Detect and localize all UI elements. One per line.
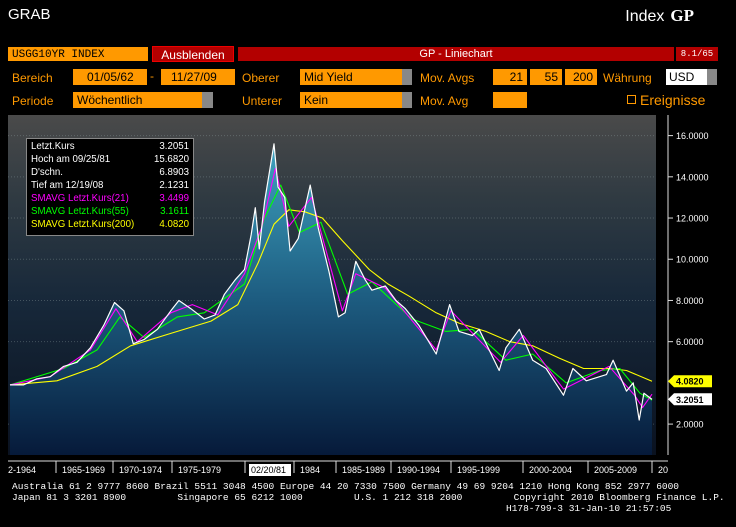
period-label: Periode [12,94,54,108]
x-tick-label: 02/20/81 [251,465,286,475]
legend-value: 4.0820 [159,219,189,230]
y-tick-label: 14.0000 [676,172,709,182]
movavg-label: Mov. Avg [420,94,469,108]
legend-row: Tief am 12/19/08 2.1231 [31,180,189,191]
legend-value: 3.1611 [160,206,189,217]
end-value-label: 4.0820 [676,377,704,387]
currency-scroll[interactable] [707,69,717,85]
upper-select-scroll[interactable] [402,69,412,85]
legend-label: Hoch am 09/25/81 [31,154,111,165]
y-tick-label: 12.0000 [676,214,709,224]
legend-label: D'schn. [31,167,63,178]
page-indicator: 8.1/65 [676,47,718,61]
legend-row-ma200: SMAVG Letzt.Kurs(200) 4.0820 [31,219,189,230]
chart-title-bar: GP - Liniechart [238,47,674,61]
y-tick-label: 10.0000 [676,255,709,265]
period-select-scroll[interactable] [202,92,213,108]
legend-value: 15.6820 [153,154,189,165]
index-gp-header: Index GP [625,6,694,26]
legend-label: Letzt.Kurs [31,141,75,152]
legend-value: 6.8903 [159,167,189,178]
x-tick-label: 1985-1989 [342,465,385,475]
legend-row-ma55: SMAVG Letzt.Kurs(55) 3.1611 [31,206,189,217]
x-axis-strip [8,455,668,485]
upper-select[interactable]: Mid Yield [300,69,404,85]
upper-label: Oberer [242,71,280,85]
footer-line-2: Japan 81 3 3201 8900 Singapore 65 6212 1… [12,492,725,503]
range-from-field[interactable]: 01/05/62 [73,69,147,85]
x-tick-label: 1984 [300,465,320,475]
legend-label: SMAVG Letzt.Kurs(21) [31,193,129,204]
ma1-field[interactable]: 21 [493,69,527,85]
lower-select-scroll[interactable] [402,92,412,108]
currency-label: Währung [603,71,652,85]
legend-box: Letzt.Kurs 3.2051 Hoch am 09/25/81 15.6820… [26,138,194,236]
x-tick-highlight [249,464,291,476]
footer-line-1: Australia 61 2 9777 8600 Brazil 5511 304… [12,481,680,492]
y-tick-label: 2.0000 [676,420,704,430]
range-label: Bereich [12,71,53,85]
x-tick-label: 2-1964 [8,465,36,475]
legend-row-ma21: SMAVG Letzt.Kurs(21) 3.4499 [31,193,189,204]
period-select[interactable]: Wöchentlich [73,92,203,108]
x-tick-label: 1965-1969 [62,465,105,475]
legend-value: 3.4499 [159,193,189,204]
end-value-label: 3.2051 [676,395,704,405]
end-value-tag [668,393,712,406]
ma3-field[interactable]: 200 [565,69,597,85]
y-tick-label: 6.0000 [676,337,704,347]
legend-row: D'schn. 6.8903 [31,167,189,178]
legend-value: 3.2051 [159,141,189,152]
lower-label: Unterer [242,94,283,108]
x-tick-label: 1990-1994 [397,465,440,475]
events-checkbox[interactable] [627,95,636,104]
range-to-field[interactable]: 11/27/09 [161,69,235,85]
legend-label: SMAVG Letzt.Kurs(55) [31,206,129,217]
movavg-field[interactable] [493,92,527,108]
hide-button[interactable]: Ausblenden [152,46,234,62]
ma2-field[interactable]: 55 [530,69,562,85]
x-tick-label: 20 [658,465,668,475]
index-label: Index [625,8,665,25]
range-dash: - [150,69,154,83]
lower-select[interactable]: Kein [300,92,404,108]
series-line-0 [10,143,653,421]
x-tick-label: 2000-2004 [529,465,572,475]
legend-row: Letzt.Kurs 3.2051 [31,141,189,152]
ticker-field[interactable]: USGG10YR INDEX [8,47,148,61]
series-line-2 [9,184,653,401]
x-tick-label: 2005-2009 [594,465,637,475]
x-tick-label: 1995-1999 [457,465,500,475]
footer-line-3: H178-799-3 31-Jan-10 21:57:05 [506,503,672,514]
x-tick-label: 1975-1979 [178,465,221,475]
app-title: GRAB [8,6,51,23]
legend-label: SMAVG Letzt.Kurs(200) [31,219,135,230]
y-tick-label: 16.0000 [676,131,709,141]
legend-value: 2.1231 [159,180,189,191]
currency-field[interactable]: USD [666,69,708,85]
yield-area-fill [10,143,652,456]
events-label: Ereignisse [640,92,706,108]
y-tick-label: 8.0000 [676,296,704,306]
legend-row: Hoch am 09/25/81 15.6820 [31,154,189,165]
x-tick-label: 1970-1974 [119,465,162,475]
gp-label: GP [670,6,694,25]
end-value-tag [668,375,712,388]
legend-label: Tief am 12/19/08 [31,180,104,191]
series-line-3 [9,209,653,386]
movavgs-label: Mov. Avgs [420,71,475,85]
